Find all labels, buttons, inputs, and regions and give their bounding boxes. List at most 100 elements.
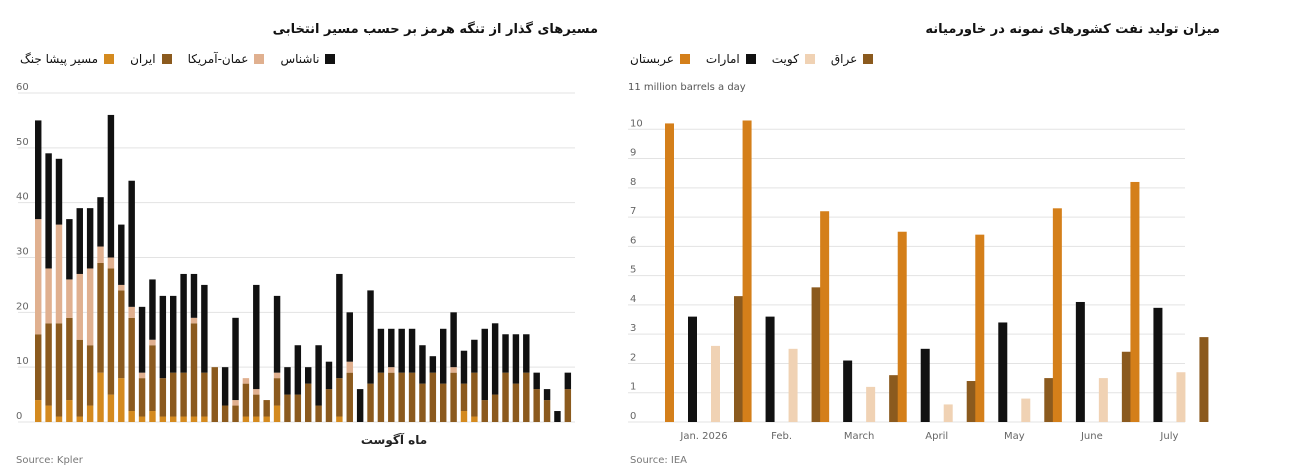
left-bar-segment (325, 361, 333, 390)
left-bar-segment (242, 378, 250, 384)
left-bar-segment (138, 372, 146, 379)
left-bar-segment (128, 317, 135, 412)
left-legend-label: مسیر پیشا جنگ (20, 52, 99, 66)
right-y-tick-label: 1 (630, 382, 636, 393)
left-y-tick-label: 40 (16, 192, 29, 203)
left-legend-label: عمان-آمریکا (187, 52, 249, 66)
left-bar-segment (118, 224, 125, 285)
left-bar-segment (190, 317, 198, 324)
right-legend-item: عراق (831, 52, 874, 66)
left-bar-segment (118, 284, 125, 291)
left-bar-segment (45, 323, 52, 406)
right-bar (920, 348, 930, 422)
left-bar-segment (138, 378, 146, 417)
right-chart-source: Source: IEA (630, 455, 688, 466)
right-bar (966, 381, 976, 422)
left-bar-segment (450, 372, 457, 422)
left-bar-segment (55, 323, 63, 417)
left-bar-segment (45, 405, 52, 422)
left-bar-segment (315, 345, 322, 406)
left-bar-segment (86, 268, 94, 346)
left-y-tick-label: 20 (16, 301, 29, 312)
right-chart-legend: عربستان امارات کویت عراق (630, 52, 889, 66)
left-bar-segment (201, 416, 208, 422)
right-legend-item: کویت (772, 52, 815, 66)
left-bar-segment (242, 416, 250, 422)
left-bar-segment (55, 224, 63, 324)
left-bar-segment (305, 367, 312, 384)
left-legend-swatch (161, 54, 172, 64)
right-y-tick-label: 8 (630, 177, 636, 188)
left-bar-segment (107, 394, 115, 422)
right-bar (866, 386, 876, 422)
right-y-tick-label: 2 (630, 352, 636, 363)
right-bar (820, 211, 830, 422)
right-chart-panel: میزان تولید نفت کشورهای نمونه در خاورمیا… (620, 0, 1292, 472)
left-bar-segment (502, 334, 509, 373)
left-y-tick-label: 50 (16, 137, 29, 148)
left-bar-segment (460, 350, 468, 384)
right-bar (975, 234, 985, 422)
left-bar-segment (315, 405, 322, 422)
right-bar (1052, 208, 1062, 422)
left-legend-swatch (325, 54, 336, 64)
left-bar-segment (86, 208, 94, 269)
left-bar-segment (242, 383, 250, 417)
left-bar-segment (523, 334, 530, 373)
left-bar-segment (128, 411, 135, 422)
right-bar (788, 348, 798, 422)
right-bar (811, 287, 821, 422)
left-bar-segment (76, 339, 83, 417)
left-bar-segment (76, 273, 83, 340)
left-bar-segment (429, 372, 437, 422)
right-bar (1021, 398, 1031, 422)
right-bar (1153, 307, 1163, 422)
left-bar-segment (66, 279, 73, 318)
left-bar-segment (273, 372, 281, 379)
left-bar-segment (107, 257, 115, 269)
right-legend-swatch (863, 54, 874, 64)
left-legend-label: ناشناس (280, 52, 320, 66)
left-bar-segment (502, 372, 509, 422)
right-bar (1199, 337, 1209, 422)
right-x-tick-label: Jan. 2026 (679, 431, 727, 442)
left-bar-segment (159, 295, 167, 379)
left-bar-segment (253, 389, 260, 395)
right-y-tick-label: 7 (630, 206, 636, 217)
left-bar-segment (460, 411, 468, 422)
left-bar-segment (523, 372, 530, 422)
left-bar-segment (388, 328, 395, 368)
left-bar-segment (253, 394, 260, 417)
left-bar-segment (97, 372, 104, 422)
left-bar-segment (533, 389, 540, 422)
left-bar-segment (211, 367, 218, 422)
left-bar-segment (55, 416, 63, 422)
right-bar (742, 120, 752, 422)
right-bar (711, 345, 720, 422)
left-bar-segment (367, 290, 374, 384)
left-bar-segment (66, 219, 73, 280)
left-bar-segment (512, 334, 520, 384)
left-y-tick-label: 10 (16, 356, 29, 367)
left-bar-segment (460, 383, 468, 412)
right-bar (998, 322, 1008, 422)
left-legend-item: ناشناس (280, 52, 336, 66)
right-bar (734, 296, 743, 422)
right-legend-swatch (804, 54, 815, 64)
left-legend-swatch (104, 54, 115, 64)
left-bar-segment (97, 197, 104, 247)
left-chart-panel: مسیرهای گذار از تنگه هرمز بر حسب مسیر ان… (0, 0, 600, 472)
left-bar-segment (253, 416, 260, 422)
left-y-tick-label: 30 (16, 247, 29, 258)
left-bar-segment (305, 383, 312, 422)
left-bar-segment (45, 268, 52, 324)
left-y-tick-label: 0 (16, 411, 22, 422)
left-bar-segment (35, 334, 42, 401)
left-bar-segment (232, 405, 239, 422)
left-bar-segment (419, 383, 426, 422)
left-chart-source: Source: Kpler (16, 455, 83, 466)
left-bar-segment (377, 328, 385, 373)
left-bar-segment (543, 400, 551, 422)
left-bar-segment (170, 416, 177, 422)
left-bar-segment (190, 273, 198, 318)
